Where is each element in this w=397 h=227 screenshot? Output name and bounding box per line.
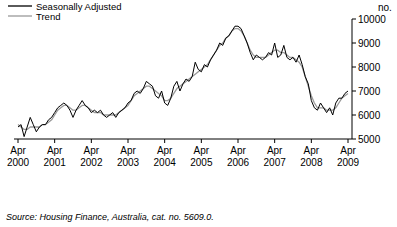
y-axis-title: no. (378, 2, 392, 13)
x-tick-label: Apr2001 (44, 145, 67, 168)
x-tick (311, 139, 312, 143)
x-tick-label-part: 2005 (190, 157, 213, 168)
y-tick (352, 43, 356, 44)
x-tick (348, 139, 349, 143)
x-tick-label-part: Apr (230, 145, 246, 156)
legend-swatch (8, 5, 32, 6)
x-tick-label: Apr2007 (264, 145, 287, 168)
plot-area (18, 26, 348, 136)
x-tick-label-part: Apr (84, 145, 100, 156)
x-tick (18, 139, 19, 143)
y-tick (352, 91, 356, 92)
series-line (18, 29, 348, 130)
x-tick (128, 139, 129, 143)
x-tick (274, 139, 275, 143)
x-tick (164, 139, 165, 143)
source-note: Source: Housing Finance, Australia, cat.… (6, 212, 214, 222)
x-tick-label-part: Apr (304, 145, 320, 156)
legend-swatch (8, 15, 32, 16)
x-axis (14, 139, 352, 140)
x-tick-label-part: Apr (10, 145, 26, 156)
x-tick-label-part: 2008 (300, 157, 323, 168)
x-tick (238, 139, 239, 143)
x-tick-label: Apr2002 (80, 145, 103, 168)
x-tick-label: Apr2003 (117, 145, 140, 168)
y-tick (352, 115, 356, 116)
x-tick-label: Apr2008 (300, 145, 323, 168)
x-tick-label: Apr2004 (154, 145, 177, 168)
x-tick-label: Apr2000 (7, 145, 30, 168)
y-tick-label: 5000 (358, 134, 381, 145)
x-tick-label-part: 2004 (154, 157, 177, 168)
y-tick-label: 6000 (358, 110, 381, 121)
y-tick (352, 19, 356, 20)
chart: 5000600070008000900010000no.Apr2000Apr20… (0, 0, 397, 227)
x-tick-label: Apr2006 (227, 145, 250, 168)
x-tick-label-part: 2006 (227, 157, 250, 168)
x-tick-label-part: 2007 (264, 157, 287, 168)
x-tick-label-part: Apr (47, 145, 63, 156)
x-tick-label: Apr2009 (337, 145, 360, 168)
x-tick-label-part: Apr (120, 145, 136, 156)
x-tick-label-part: Apr (267, 145, 283, 156)
y-tick (352, 139, 356, 140)
x-tick (54, 139, 55, 143)
x-tick-label-part: Apr (157, 145, 173, 156)
y-axis (352, 19, 353, 139)
x-tick (201, 139, 202, 143)
x-tick-label: Apr2005 (190, 145, 213, 168)
y-tick (352, 67, 356, 68)
series-line (18, 26, 348, 136)
x-tick-label-part: 2000 (7, 157, 30, 168)
x-tick-label-part: 2002 (80, 157, 103, 168)
x-tick-label-part: 2003 (117, 157, 140, 168)
x-tick-label-part: Apr (194, 145, 210, 156)
x-tick-label-part: Apr (340, 145, 356, 156)
legend-label: Trend (36, 11, 60, 22)
y-tick-label: 10000 (358, 14, 386, 25)
x-tick (91, 139, 92, 143)
y-tick-label: 7000 (358, 86, 381, 97)
y-tick-label: 9000 (358, 38, 381, 49)
x-tick-label-part: 2001 (44, 157, 67, 168)
y-tick-label: 8000 (358, 62, 381, 73)
x-tick-label-part: 2009 (337, 157, 360, 168)
